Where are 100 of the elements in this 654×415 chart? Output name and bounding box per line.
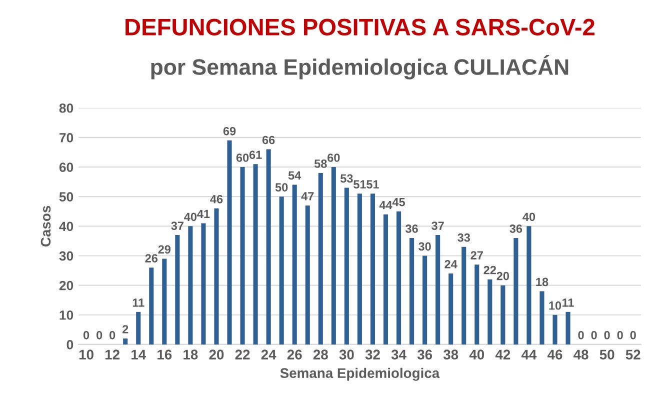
chart-subtitle: por Semana Epidemiologica CULIACÁN	[151, 55, 568, 80]
x-tick-label: 16	[158, 350, 172, 360]
y-tick-label: 70	[60, 133, 74, 142]
data-label: 11	[132, 298, 144, 307]
data-label: 58	[314, 159, 327, 168]
bar	[279, 196, 284, 344]
data-label: 22	[484, 266, 496, 274]
y-axis-title: Casos	[40, 206, 51, 246]
y-tick-label: 60	[59, 162, 74, 172]
bar	[500, 285, 506, 344]
data-label: 36	[405, 224, 418, 233]
bar	[136, 312, 141, 344]
bar	[240, 167, 245, 344]
x-tick-label: 24	[261, 350, 276, 360]
x-tick-label: 44	[521, 350, 537, 360]
y-tick-label: 20	[59, 280, 74, 290]
data-label: 51	[354, 180, 366, 189]
bar	[214, 208, 219, 344]
bar	[162, 258, 167, 344]
data-label: 53	[340, 174, 353, 183]
x-tick-label: 22	[235, 350, 250, 360]
x-tick-label: 32	[365, 350, 380, 360]
x-axis-title: Semana Epidemiologica	[280, 368, 440, 381]
x-tick-label: 46	[547, 350, 562, 360]
x-tick-label: 50	[600, 350, 614, 360]
data-label: 0	[578, 330, 584, 340]
data-label: 30	[418, 242, 431, 251]
x-tick-label: 40	[469, 350, 484, 360]
data-label: 0	[591, 330, 597, 340]
y-tick-label: 10	[60, 310, 74, 320]
data-label: 40	[522, 212, 536, 222]
bar	[175, 235, 180, 344]
data-label: 0	[617, 330, 623, 340]
bar	[227, 140, 232, 344]
data-label: 45	[392, 198, 405, 206]
bar	[201, 223, 206, 344]
bar	[188, 226, 193, 344]
data-label: 40	[184, 212, 197, 222]
data-label: 37	[432, 222, 444, 230]
bar	[357, 194, 362, 344]
bar	[540, 291, 544, 344]
data-label: 11	[562, 298, 574, 307]
x-tick-label: 20	[209, 350, 224, 360]
bar	[318, 172, 323, 344]
data-label: 0	[604, 330, 610, 340]
bar	[436, 235, 440, 344]
bar	[448, 273, 454, 344]
data-label: 0	[630, 330, 636, 340]
bar	[149, 268, 154, 344]
data-label: 27	[470, 251, 483, 260]
bar	[123, 338, 128, 344]
data-label: 51	[366, 180, 379, 189]
x-tick-label: 28	[313, 350, 328, 360]
data-label: 20	[496, 272, 509, 280]
data-label: 54	[288, 171, 302, 180]
bar	[422, 256, 428, 344]
bar	[266, 149, 271, 344]
bar	[552, 314, 558, 344]
chart-title: DEFUNCIONES POSITIVAS A SARS-CoV-2	[126, 18, 594, 36]
data-label: 50	[275, 183, 288, 192]
bar	[566, 312, 570, 344]
x-tick-label: 48	[574, 350, 588, 360]
data-label: 66	[262, 136, 275, 144]
bar	[331, 167, 336, 344]
data-label: 24	[444, 260, 458, 268]
data-label: 18	[536, 278, 548, 286]
bar	[305, 205, 310, 344]
x-tick-label: 12	[105, 350, 120, 360]
bar	[253, 164, 258, 344]
data-label: 60	[328, 154, 340, 162]
data-label: 69	[223, 126, 236, 136]
data-label: 0	[83, 330, 90, 340]
x-tick-label: 18	[184, 350, 198, 360]
data-label: 0	[96, 330, 102, 340]
x-tick-label: 52	[626, 350, 640, 360]
data-label: 33	[458, 233, 470, 242]
y-tick-label: 80	[59, 103, 74, 113]
x-tick-label: 14	[132, 350, 146, 360]
y-tick-label: 30	[59, 251, 74, 261]
data-label: 41	[197, 210, 210, 218]
data-label: 10	[549, 301, 562, 310]
data-label: 46	[210, 194, 223, 204]
x-tick-label: 36	[417, 350, 432, 360]
data-label: 60	[236, 154, 249, 162]
bar	[526, 226, 532, 344]
y-tick-label: 0	[66, 340, 74, 350]
data-label: 47	[301, 192, 314, 200]
bar	[383, 214, 388, 344]
bar	[488, 279, 492, 344]
y-tick-label: 40	[59, 222, 74, 232]
bar	[514, 238, 518, 344]
bar	[344, 188, 349, 344]
data-label: 36	[510, 224, 522, 233]
data-label: 0	[110, 330, 116, 340]
bar	[370, 194, 375, 344]
x-tick-label: 26	[287, 350, 302, 360]
bar	[292, 184, 297, 344]
x-tick-label: 30	[339, 350, 354, 360]
x-tick-label: 10	[79, 350, 94, 360]
bar	[396, 211, 402, 344]
